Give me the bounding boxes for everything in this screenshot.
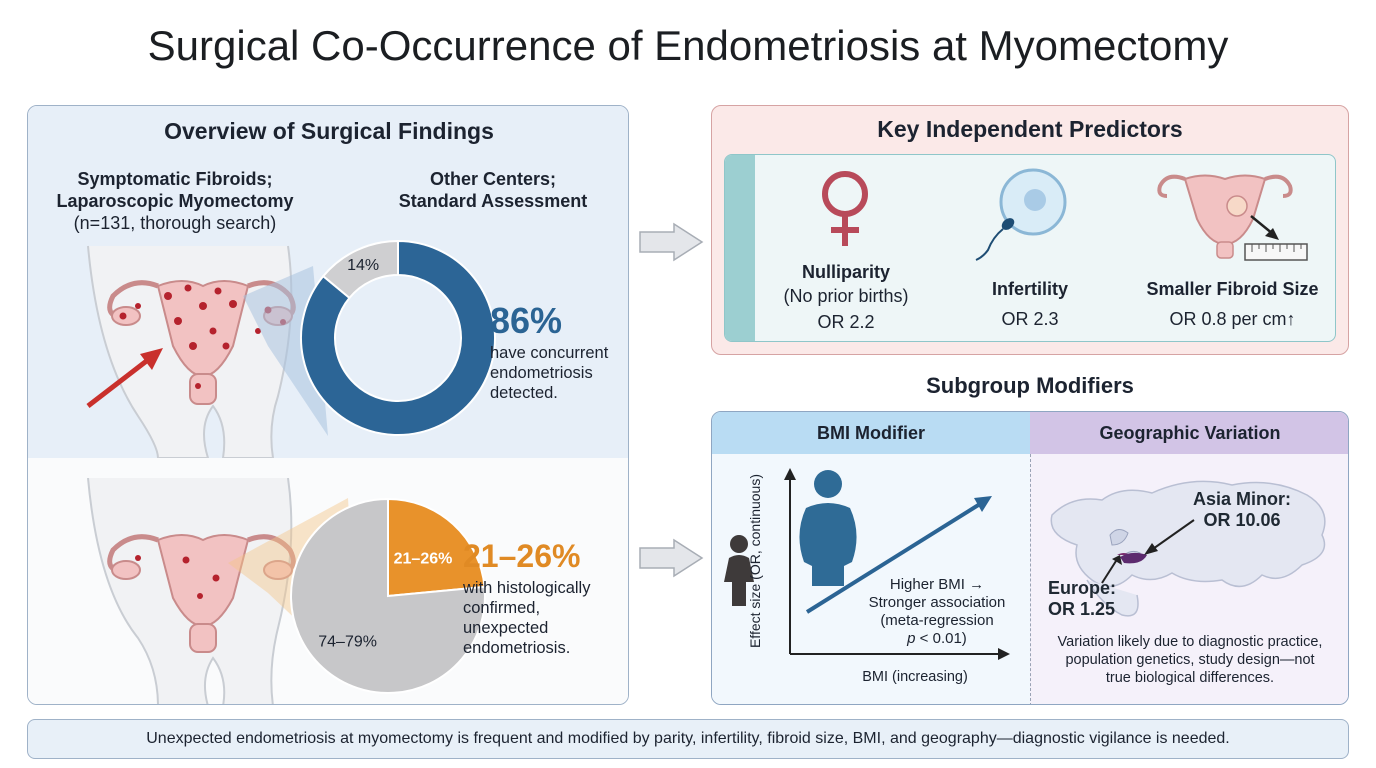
bmi-ylabel-anchor: Effect size (OR, continuous)	[745, 474, 765, 648]
donut-no-endometriosis-label: 14%	[347, 257, 379, 274]
predictor-nulliparity-sub: (No prior births)	[783, 286, 909, 306]
finding-b-desc-line1: with histologically	[463, 579, 591, 597]
finding-a-desc-line2: endometriosis	[490, 364, 593, 382]
egg-sperm-icon	[975, 168, 1067, 261]
finding-b-desc: with histologically confirmed, unexpecte…	[463, 578, 628, 658]
group-a-line1: Symptomatic Fibroids;	[77, 169, 273, 189]
finding-b-stat: 21–26%	[463, 538, 581, 574]
geo-note: Variation likely due to diagnostic pract…	[1034, 633, 1346, 687]
finding-a-desc-line1: have concurrent	[490, 344, 609, 362]
predictor-infertility-name: Infertility	[991, 279, 1068, 299]
asia-minor-name: Asia Minor:	[1192, 489, 1291, 509]
pie-endometriosis-label: 21–26%	[394, 551, 453, 568]
group-b-label: Other Centers; Standard Assessment	[368, 168, 618, 212]
pie-endometriosis-slice	[387, 497, 486, 598]
predictor-nulliparity-name: Nulliparity	[801, 262, 890, 282]
donut-no-endometriosis-slice	[321, 239, 399, 300]
bmi-note-p-rest: < 0.01)	[915, 630, 967, 647]
finding-a-desc-line3: detected.	[490, 384, 558, 402]
red-arrow-icon	[86, 354, 155, 408]
bmi-note: Higher BMI → Stronger association (meta-…	[852, 576, 1022, 648]
overview-panel: Overview of Surgical Findings Symptomati…	[27, 105, 629, 705]
bmi-ylabel: Effect size (OR, continuous)	[747, 473, 763, 649]
bmi-note-line3: (meta-regression	[880, 612, 994, 629]
europe-pointer	[1101, 560, 1117, 584]
body-uterus-illustration-top	[86, 245, 328, 458]
large-person-icon	[799, 470, 857, 586]
bmi-xlabel: BMI (increasing)	[862, 669, 968, 685]
geo-title: Geographic Variation	[1099, 423, 1281, 443]
bmi-body	[712, 454, 1030, 704]
finding-a-desc: have concurrent endometriosis detected.	[490, 343, 608, 403]
geo-header: Geographic Variation	[1030, 412, 1348, 454]
finding-b-desc-line2: confirmed, unexpected	[463, 599, 549, 637]
asia-minor-value: OR 10.06	[1203, 510, 1281, 530]
predictor-fibroid-size-name: Smaller Fibroid Size	[1146, 279, 1319, 299]
asia-pointer	[1149, 519, 1195, 552]
group-a-line2: Laparoscopic Myomectomy	[56, 191, 294, 211]
finding-b-desc-line3: endometriosis.	[463, 639, 571, 657]
predictor-nulliparity-value: OR 2.2	[817, 312, 875, 332]
asia-minor-region	[1120, 552, 1147, 564]
geo-note-line2: population genetics, study design—not	[1065, 652, 1315, 668]
europe-value: OR 1.25	[1048, 599, 1116, 619]
group-b-line1: Other Centers;	[429, 169, 557, 189]
pie-chart: 21–26% 74–79%	[290, 497, 486, 694]
predictors-accent-strip	[725, 155, 755, 341]
predictors-title: Key Independent Predictors	[877, 116, 1183, 142]
bmi-note-line2: Stronger association	[868, 594, 1006, 611]
thin-person-icon	[724, 535, 754, 606]
donut-chart: 14%	[300, 239, 496, 436]
europe-label: Europe: OR 1.25	[1048, 578, 1138, 620]
predictor-fibroid-size-value: OR 0.8 per cm↑	[1169, 309, 1296, 329]
bmi-note-p: p	[907, 630, 916, 647]
female-symbol-icon	[822, 171, 868, 246]
pie-no-endometriosis-label: 74–79%	[318, 633, 377, 650]
uterus-ruler-icon	[1157, 174, 1308, 261]
page-title: Surgical Co-Occurrence of Endometriosis …	[147, 22, 1229, 69]
bmi-header: BMI Modifier	[712, 412, 1030, 454]
arrow-right-icon-bottom	[639, 538, 704, 578]
bmi-title: BMI Modifier	[817, 423, 925, 443]
donut-endometriosis-slice	[300, 239, 496, 436]
trend-arrow	[805, 502, 982, 614]
predictor-infertility-value: OR 2.3	[1001, 309, 1059, 329]
geo-note-line1: Variation likely due to diagnostic pract…	[1057, 634, 1323, 650]
footer-summary: Unexpected endometriosis at myomectomy i…	[27, 719, 1349, 759]
geo-note-line3: true biological differences.	[1105, 670, 1275, 686]
arrow-right-icon-top	[639, 222, 704, 262]
group-b-line2: Standard Assessment	[398, 191, 588, 211]
europe-name: Europe:	[1048, 578, 1117, 598]
pie-no-endometriosis-slice	[290, 497, 486, 694]
bmi-note-line4: p < 0.01)	[852, 630, 1022, 648]
overview-title: Overview of Surgical Findings	[164, 118, 494, 144]
group-a-label: Symptomatic Fibroids; Laparoscopic Myome…	[34, 168, 316, 234]
group-a-line3: (n=131, thorough search)	[73, 213, 277, 233]
finding-a-stat: 86%	[490, 300, 563, 341]
world-map-illustration	[1050, 480, 1326, 617]
asia-minor-label: Asia Minor: OR 10.06	[1182, 489, 1302, 531]
subgroup-title: Subgroup Modifiers	[926, 373, 1134, 398]
uterus-icon-bottom	[107, 534, 296, 653]
bmi-note-line1: Higher BMI →	[889, 576, 985, 593]
bmi-effect-illustration	[724, 468, 1010, 660]
